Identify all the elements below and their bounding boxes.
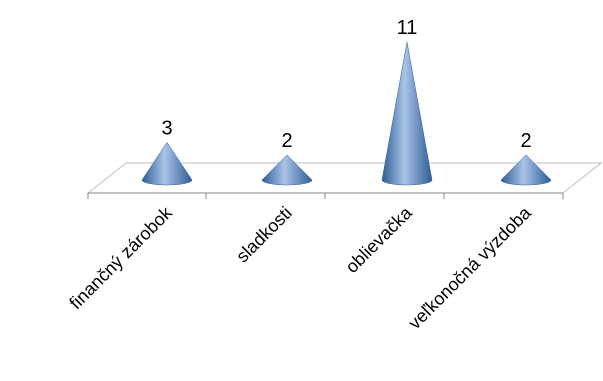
cone-1 [261,154,313,186]
category-label-2: oblievačka [342,202,417,277]
data-label-2: 11 [397,17,418,39]
cone-3 [500,154,552,186]
category-label-0: finančný zárobok [65,202,176,313]
category-label-3: veľkonočná výzdoba [404,202,535,333]
cone-2 [381,41,433,186]
category-labels: finančný zárobok sladkosti oblievačkaveľko… [65,202,535,333]
data-label-0: 3 [161,117,172,139]
data-labels: 3 2 11 2 [161,17,531,152]
x-axis-ticks [87,193,564,199]
cone-0 [141,141,193,186]
data-label-1: 2 [281,130,292,152]
cone-series [141,41,552,186]
category-label-1: sladkosti [232,203,296,267]
data-label-3: 2 [520,130,531,152]
